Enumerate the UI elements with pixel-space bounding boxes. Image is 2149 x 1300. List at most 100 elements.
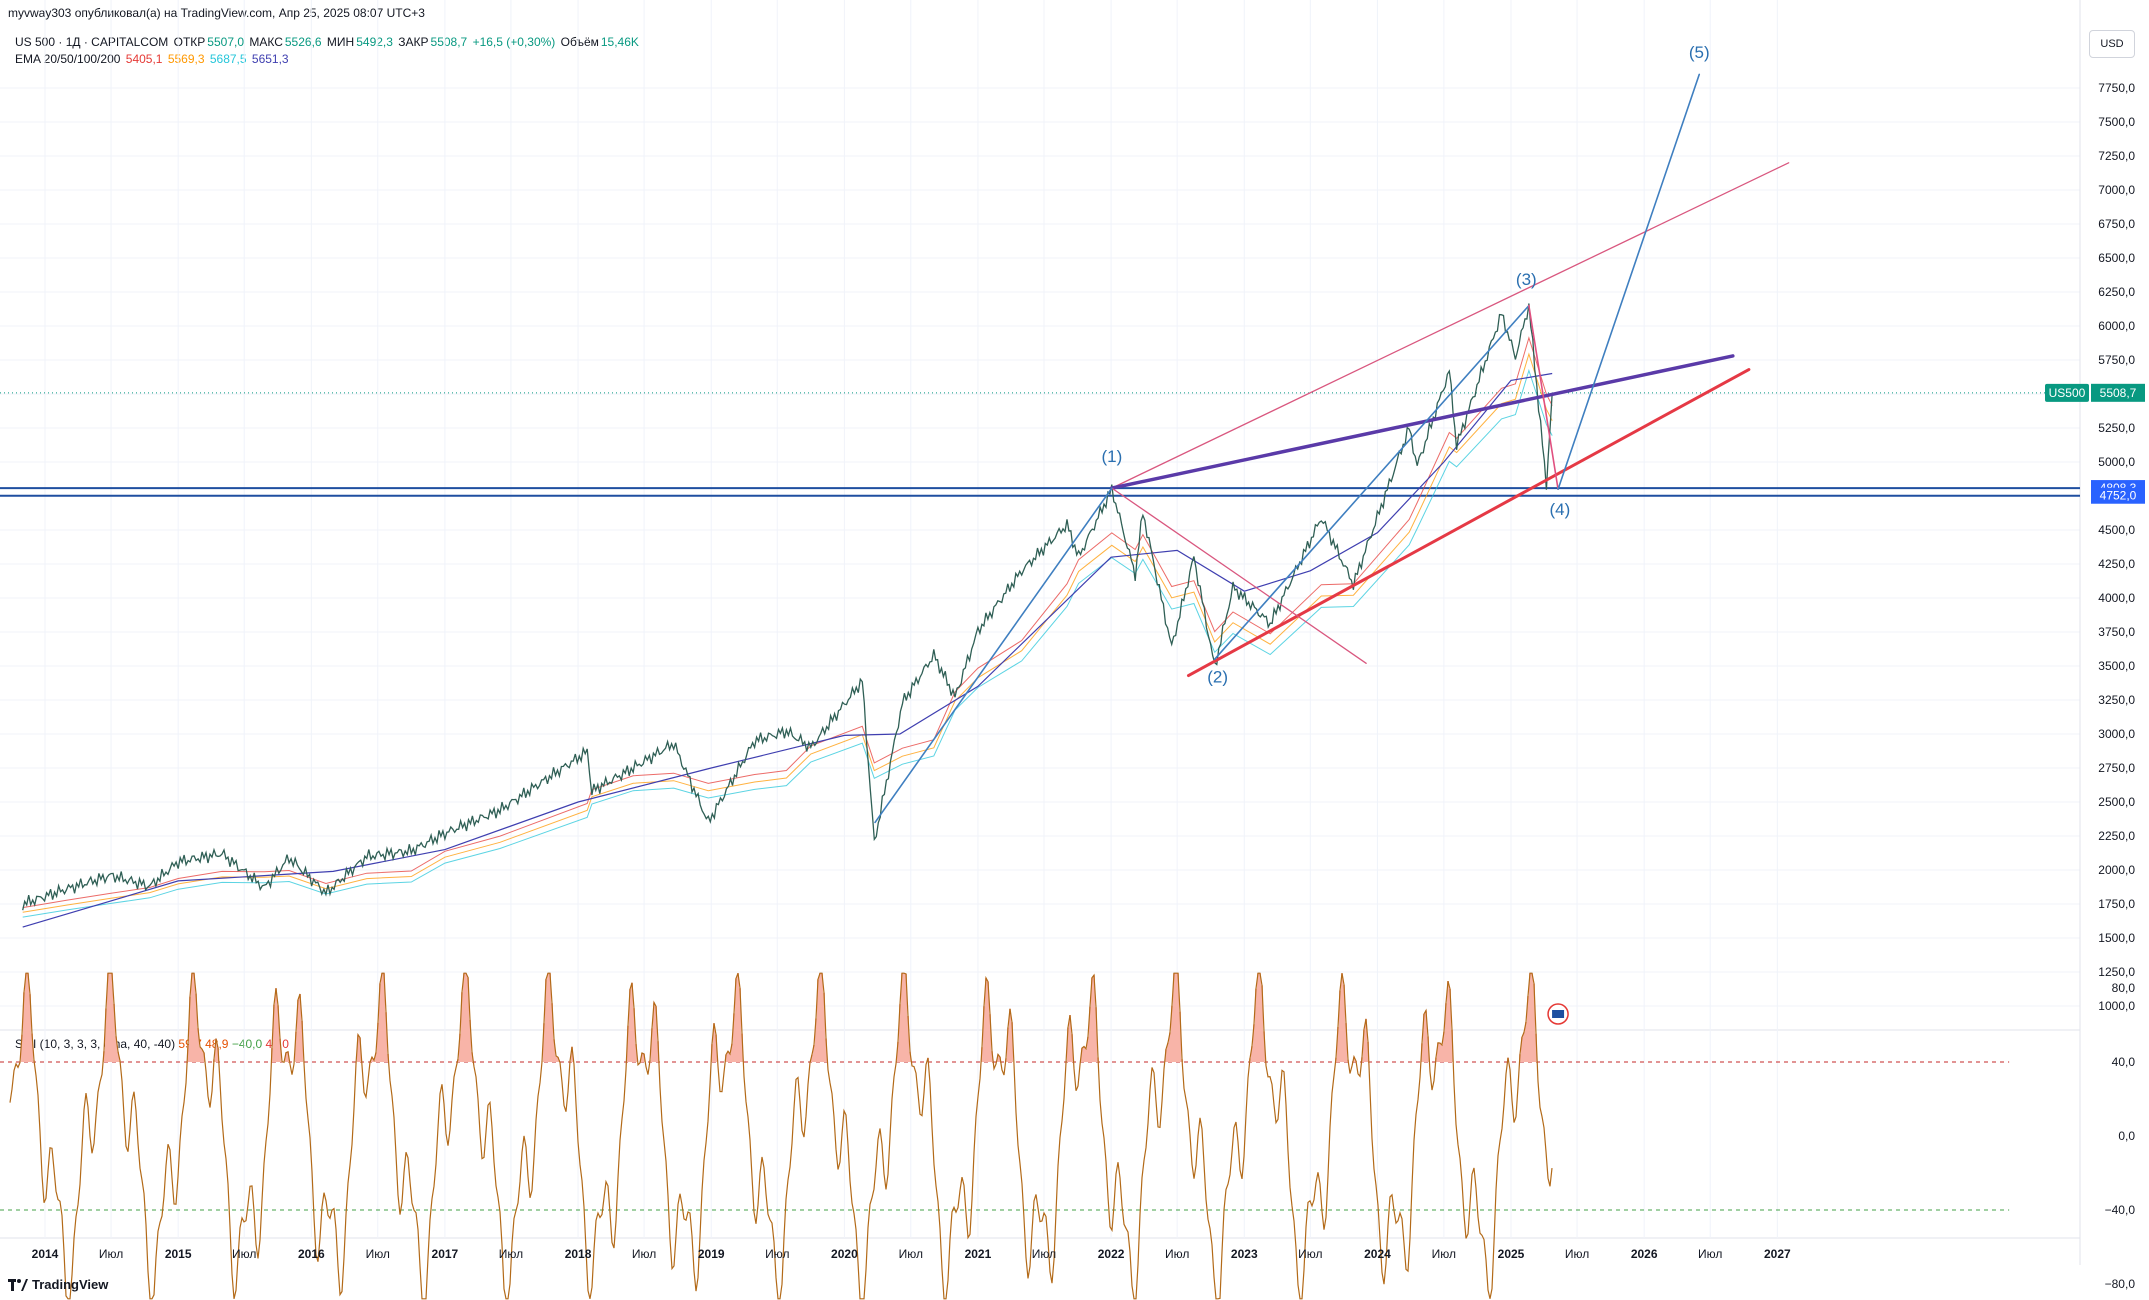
time-tick-label: Июл	[1432, 1247, 1456, 1261]
time-tick-label: Июл	[99, 1247, 123, 1261]
high-value: 5526,6	[284, 35, 322, 49]
time-tick-label: Июл	[1565, 1247, 1589, 1261]
price-axis[interactable]: 7750,0 7500,0 7250,0 7000,0 6750,0 6500,0 6250…	[2098, 81, 2135, 1013]
drawing-wave1-line[interactable]	[1110, 354, 1735, 490]
smi-tick-label: −40,0	[2105, 1203, 2136, 1217]
time-tick-label: 2022	[1098, 1247, 1125, 1261]
smi-line	[9, 972, 1553, 1300]
time-tick-label: 2014	[32, 1247, 59, 1261]
change-value: +16,5 (+0,30%)	[472, 35, 556, 49]
level-badge	[2091, 487, 2145, 504]
main-legend: US 500 · 1Д · CAPITALCOM ОТКР 5507,0 МАКС…	[15, 34, 641, 68]
ema-line	[22, 352, 1553, 913]
drawing-wave-4-5[interactable]	[1557, 73, 1701, 491]
time-tick-label: 2023	[1231, 1247, 1258, 1261]
time-tick-label: 2015	[165, 1247, 192, 1261]
price-tick-label: 1250,0	[2098, 965, 2135, 979]
close-label: ЗАКР	[398, 35, 429, 49]
time-tick-label: 2027	[1764, 1247, 1791, 1261]
price-tick-label: 2750,0	[2098, 761, 2135, 775]
price-tick-label: 7250,0	[2098, 149, 2135, 163]
symbol-badge	[2045, 383, 2089, 402]
tradingview-icon	[8, 1278, 28, 1291]
low-label: МИН	[326, 35, 355, 49]
time-tick-label: 2021	[965, 1247, 992, 1261]
smi-tick-label: −80,0	[2105, 1277, 2136, 1291]
price-tick-label: 7750,0	[2098, 81, 2135, 95]
price-tick-label: 7500,0	[2098, 115, 2135, 129]
price-tick-label: 7000,0	[2098, 183, 2135, 197]
time-tick-label: 2020	[831, 1247, 858, 1261]
time-axis[interactable]: 2014 Июл 2015 Июл 2016 Июл 2017 Июл 2018 Июл 2019 И…	[32, 1247, 1791, 1261]
smi-value-3: −40,0	[231, 1037, 263, 1051]
open-label: ОТКР	[173, 35, 206, 49]
price-tick-label: 4500,0	[2098, 523, 2135, 537]
tradingview-logo[interactable]: TradingView	[8, 1277, 108, 1292]
smi-axis[interactable]: 80,0 40,0 0,0 −40,0 −80,0	[2105, 981, 2136, 1291]
tradingview-wordmark: TradingView	[32, 1277, 109, 1292]
drawing-wave-2-3[interactable]	[1213, 304, 1530, 661]
time-tick-label: Июл	[499, 1247, 523, 1261]
ema-label[interactable]: EMA 20/50/100/200	[15, 52, 121, 66]
high-label: МАКС	[249, 35, 283, 49]
drawing-covid-rally[interactable]	[874, 487, 1113, 824]
currency-button[interactable]: USD	[2089, 30, 2135, 58]
price-badge	[2091, 383, 2145, 402]
time-tick-label: 2024	[1364, 1247, 1391, 1261]
wave-label: (4)	[1550, 500, 1571, 519]
time-tick-label: 2018	[565, 1247, 592, 1261]
ema-value-20: 5405,1	[125, 52, 163, 66]
ema-value-200: 5651,3	[251, 52, 289, 66]
price-tick-label: 6250,0	[2098, 285, 2135, 299]
price-series	[22, 303, 1553, 911]
level-badge-label: 4752,0	[2100, 489, 2137, 503]
price-tick-label: 1750,0	[2098, 897, 2135, 911]
volume-value: 15,46K	[600, 35, 639, 49]
time-tick-label: Июл	[232, 1247, 256, 1261]
ohlc-row: US 500 · 1Д · CAPITALCOM ОТКР 5507,0 МАКС…	[15, 34, 641, 51]
price-tick-label: 2500,0	[2098, 795, 2135, 809]
price-tick-label: 2000,0	[2098, 863, 2135, 877]
ema-200-line	[22, 372, 1553, 928]
ema-value-50: 5569,3	[167, 52, 205, 66]
symbol-badge-label: US500	[2049, 386, 2086, 400]
ema-row: EMA 20/50/100/200 5405,1 5569,3 5687,5 5…	[15, 51, 641, 68]
ema-value-100: 5687,5	[209, 52, 247, 66]
price-badge-label: 5508,7	[2100, 386, 2137, 400]
price-tick-label: 6500,0	[2098, 251, 2135, 265]
time-tick-label: 2026	[1631, 1247, 1658, 1261]
time-tick-label: 2017	[432, 1247, 459, 1261]
time-tick-label: Июл	[1165, 1247, 1189, 1261]
price-tick-label: 6750,0	[2098, 217, 2135, 231]
time-tick-label: 2016	[298, 1247, 325, 1261]
price-tick-label: 3250,0	[2098, 693, 2135, 707]
event-flag-icon-inner	[1552, 1010, 1565, 1018]
price-tick-label: 3000,0	[2098, 727, 2135, 741]
time-tick-label: Июл	[765, 1247, 789, 1261]
symbol-name[interactable]: US 500 · 1Д · CAPITALCOM	[15, 35, 169, 49]
publisher-line: myvway303 опубликовал(а) на TradingView.…	[8, 6, 425, 20]
low-value: 5492,3	[356, 35, 393, 49]
ema-line	[22, 336, 1553, 909]
drawing-upper-channel[interactable]	[1111, 162, 1790, 489]
price-tick-label: 4000,0	[2098, 591, 2135, 605]
wave-label: (2)	[1207, 667, 1228, 686]
drawing-lower-trendline[interactable]	[1186, 368, 1751, 678]
smi-label[interactable]: SMI (10, 3, 3, 3, ema, 40, -40)	[15, 1037, 176, 1051]
volume-label: Объём	[560, 35, 599, 49]
smi-pane	[0, 972, 2010, 1300]
wave-label: (3)	[1516, 270, 1537, 289]
close-value: 5508,7	[430, 35, 468, 49]
price-tick-label: 6000,0	[2098, 319, 2135, 333]
time-tick-label: 2025	[1498, 1247, 1525, 1261]
drawing-declining-line[interactable]	[1111, 487, 1367, 664]
price-tick-label: 1000,0	[2098, 999, 2135, 1013]
drawing-wave-3-4[interactable]	[1528, 304, 1559, 491]
time-tick-label: Июл	[1698, 1247, 1722, 1261]
time-tick-label: Июл	[899, 1247, 923, 1261]
open-value: 5507,0	[207, 35, 244, 49]
price-tick-label: 4250,0	[2098, 557, 2135, 571]
price-tick-label: 3500,0	[2098, 659, 2135, 673]
price-tick-label: 2250,0	[2098, 829, 2135, 843]
